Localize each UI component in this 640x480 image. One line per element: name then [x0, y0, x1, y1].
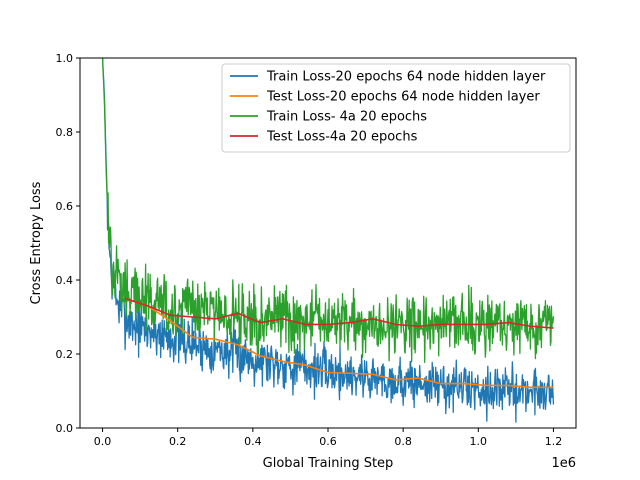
legend-label: Train Loss- 4a 20 epochs: [266, 110, 427, 125]
x-axis-label: Global Training Step: [263, 456, 394, 471]
legend: Train Loss-20 epochs 64 node hidden laye…: [221, 63, 571, 153]
y-axis-label: Cross Entropy Loss: [29, 181, 44, 304]
legend-label: Test Loss-4a 20 epochs: [266, 130, 418, 145]
y-tick-label: 0.0: [56, 422, 74, 435]
series-line-0: [101, 58, 555, 423]
y-tick-label: 0.4: [56, 274, 74, 287]
series-line-1: [124, 297, 554, 389]
x-tick-label: 0.8: [394, 435, 412, 448]
legend-label: Train Loss-20 epochs 64 node hidden laye…: [266, 70, 546, 85]
y-tick-label: 0.8: [56, 126, 74, 139]
y-tick-label: 0.2: [56, 348, 74, 361]
x-tick-label: 0.4: [244, 435, 262, 448]
x-tick-label: 1.0: [470, 435, 488, 448]
series-line-3: [124, 297, 554, 329]
series-line-2: [101, 58, 555, 363]
x-tick-label: 0.0: [94, 435, 112, 448]
series-layer: [101, 58, 555, 423]
y-axis: 0.0 0.2 0.4 0.6 0.8 1.0: [56, 52, 80, 435]
x-axis: 0.0 0.2 0.4 0.6 0.8 1.0 1.2: [94, 428, 562, 448]
x-axis-offset-label: 1e6: [551, 456, 576, 471]
x-tick-label: 1.2: [545, 435, 563, 448]
x-tick-label: 0.2: [169, 435, 187, 448]
x-tick-label: 0.6: [319, 435, 337, 448]
legend-box: [221, 63, 571, 153]
legend-label: Test Loss-20 epochs 64 node hidden layer: [266, 90, 540, 105]
y-tick-label: 1.0: [56, 52, 74, 65]
y-tick-label: 0.6: [56, 200, 74, 213]
